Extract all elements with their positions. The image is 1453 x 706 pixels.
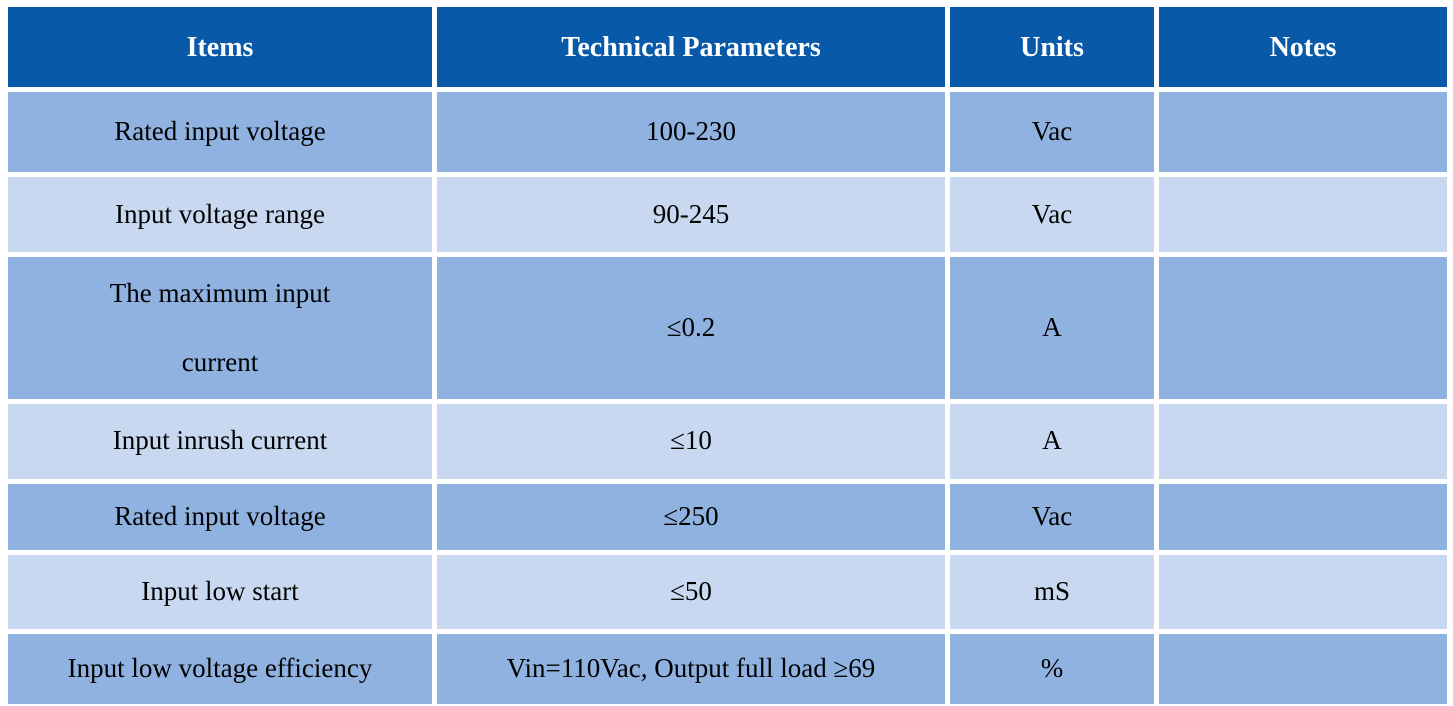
units-cell: A [950, 257, 1154, 399]
table-row: Input inrush current ≤10 A [8, 403, 1447, 479]
table-row: The maximum input current ≤0.2 A [8, 257, 1447, 399]
item-cell: The maximum input current [8, 257, 432, 399]
param-cell: ≤0.2 [437, 257, 945, 399]
item-cell-text: The maximum input current [109, 278, 331, 377]
item-cell: Rated input voltage [8, 483, 432, 550]
notes-cell [1159, 633, 1447, 704]
units-cell: mS [950, 554, 1154, 629]
notes-cell [1159, 257, 1447, 399]
param-cell: ≤50 [437, 554, 945, 629]
notes-cell [1159, 554, 1447, 629]
item-cell: Input voltage range [8, 177, 432, 252]
param-cell: 90-245 [437, 177, 945, 252]
header-row: Items Technical Parameters Units Notes [8, 7, 1447, 87]
param-cell: Vin=110Vac, Output full load ≥69 [437, 633, 945, 704]
column-header-notes: Notes [1159, 7, 1447, 87]
units-cell: A [950, 403, 1154, 479]
column-header-items: Items [8, 7, 432, 87]
table-row: Rated input voltage ≤250 Vac [8, 483, 1447, 550]
param-cell: ≤250 [437, 483, 945, 550]
notes-cell [1159, 483, 1447, 550]
item-cell: Input low start [8, 554, 432, 629]
table-row: Rated input voltage 100-230 Vac [8, 92, 1447, 172]
units-cell: Vac [950, 92, 1154, 172]
table-row: Input voltage range 90-245 Vac [8, 177, 1447, 252]
notes-cell [1159, 92, 1447, 172]
notes-cell [1159, 403, 1447, 479]
column-header-params: Technical Parameters [437, 7, 945, 87]
table-row: Input low voltage efficiency Vin=110Vac,… [8, 633, 1447, 704]
item-cell: Rated input voltage [8, 92, 432, 172]
item-cell: Input low voltage efficiency [8, 633, 432, 704]
notes-cell [1159, 177, 1447, 252]
table-row: Input low start ≤50 mS [8, 554, 1447, 629]
spec-table: Items Technical Parameters Units Notes R… [3, 2, 1452, 706]
param-cell: ≤10 [437, 403, 945, 479]
units-cell: % [950, 633, 1154, 704]
column-header-units: Units [950, 7, 1154, 87]
param-cell: 100-230 [437, 92, 945, 172]
item-cell: Input inrush current [8, 403, 432, 479]
units-cell: Vac [950, 177, 1154, 252]
units-cell: Vac [950, 483, 1154, 550]
